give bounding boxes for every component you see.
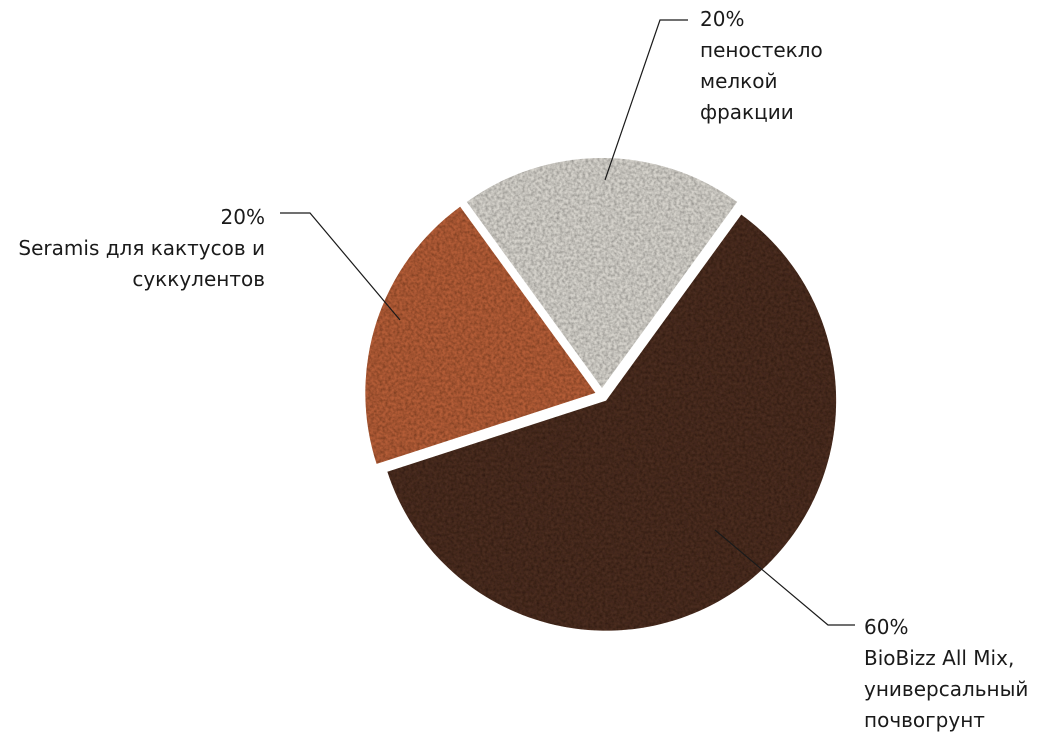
value-label: 20% — [700, 7, 745, 31]
pie-slice — [466, 157, 738, 388]
category-label: Seramis для кактусов и суккулентов — [18, 236, 265, 291]
slice-label: 20% Seramis для кактусов и суккулентов — [8, 202, 265, 295]
leader-line — [604, 19, 688, 181]
slices — [365, 157, 837, 631]
category-label: пеностекло мелкой фракции — [700, 38, 823, 124]
slice-label: 60% BioBizz All Mix, универсальный почвог… — [864, 612, 1054, 736]
leader-line — [714, 529, 855, 626]
leaders — [280, 19, 855, 626]
leader-line — [280, 212, 401, 321]
value-label: 60% — [864, 615, 909, 639]
category-label: BioBizz All Mix, универсальный почвогрун… — [864, 646, 1029, 732]
slice-label: 20% пеностекло мелкой фракции — [700, 4, 850, 128]
pie-slice — [387, 214, 837, 631]
pie-slice — [365, 206, 596, 464]
value-label: 20% — [220, 205, 265, 229]
